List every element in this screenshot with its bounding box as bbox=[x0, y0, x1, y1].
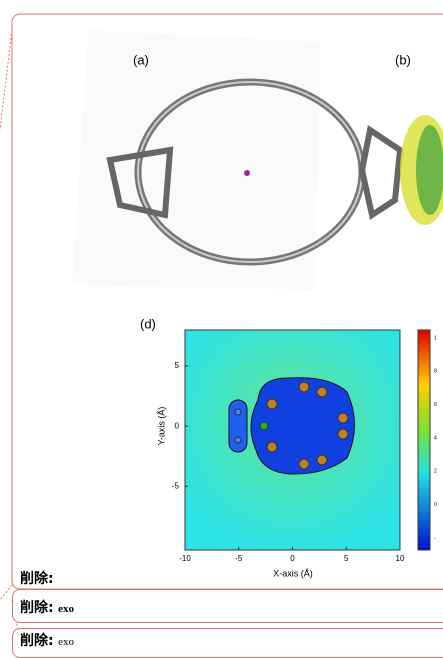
x-tick-label: 0 bbox=[290, 554, 295, 563]
page: (a) (b) (d) Y-axis (Å) X-axis (Å) -10-50… bbox=[0, 0, 443, 650]
comment-balloon bbox=[12, 628, 443, 658]
comment: 削除: exo bbox=[20, 630, 74, 650]
comment-label: 削除: bbox=[20, 571, 54, 587]
comment-label: 削除: bbox=[20, 633, 54, 649]
atom bbox=[244, 170, 250, 176]
document-figure: (a) (b) (d) Y-axis (Å) X-axis (Å) -10-50… bbox=[0, 0, 443, 650]
molecule-b bbox=[362, 130, 400, 215]
colorbar bbox=[418, 330, 430, 550]
colorbar-label: 0 bbox=[434, 502, 437, 508]
colorbar-label: 1 bbox=[434, 335, 437, 341]
comment-text: exo bbox=[58, 603, 74, 615]
colorbar-label: 2 bbox=[434, 469, 437, 475]
x-tick-label: 10 bbox=[396, 554, 405, 563]
comment-label: 削除: bbox=[20, 600, 54, 616]
comment-balloon bbox=[12, 589, 443, 623]
comment: 削除: exo bbox=[20, 597, 74, 617]
panel-label: (b) bbox=[395, 52, 411, 67]
y-tick-label: -5 bbox=[172, 481, 180, 490]
x-tick-label: 5 bbox=[344, 554, 349, 563]
y-tick-label: 5 bbox=[175, 361, 180, 370]
comment: 削除: bbox=[20, 568, 54, 588]
colorbar-label: 8 bbox=[434, 369, 437, 375]
y-tick-label: 0 bbox=[175, 421, 180, 430]
x-tick-label: -5 bbox=[235, 554, 243, 563]
colorbar-label: 4 bbox=[434, 435, 437, 441]
x-tick-label: -10 bbox=[179, 554, 191, 563]
axis-label: Y-axis (Å) bbox=[156, 407, 166, 446]
panel-label: (d) bbox=[140, 316, 156, 331]
colorbar-label: - bbox=[434, 535, 436, 541]
panel-label: (a) bbox=[133, 52, 149, 67]
isosurface bbox=[416, 125, 443, 215]
axis-label: X-axis (Å) bbox=[273, 568, 313, 578]
colorbar-label: 6 bbox=[434, 402, 437, 408]
connector bbox=[0, 30, 20, 640]
comment-text: exo bbox=[58, 636, 74, 648]
contour-region bbox=[229, 400, 247, 452]
